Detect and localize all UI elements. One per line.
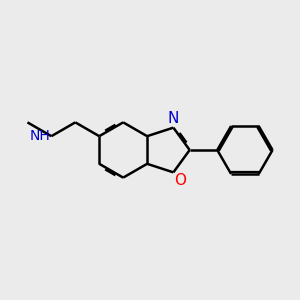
Text: N: N [168,111,179,126]
Text: O: O [174,173,186,188]
Text: NH: NH [29,129,50,143]
